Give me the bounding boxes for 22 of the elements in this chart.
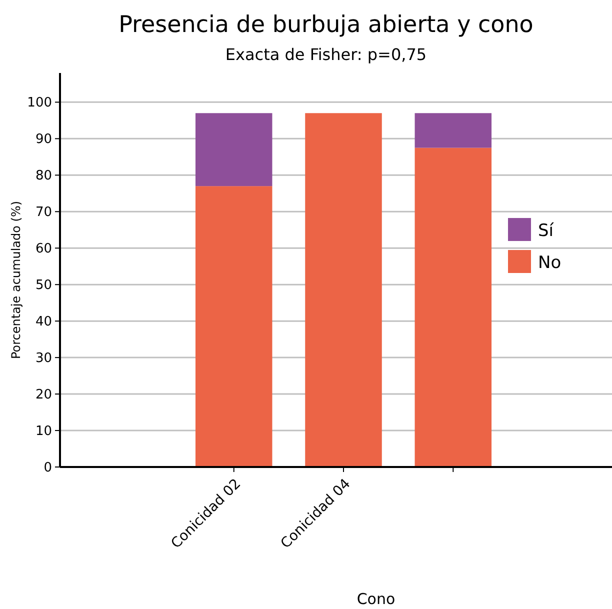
y-tick-label: 40	[35, 314, 52, 330]
y-tick-label: 60	[35, 242, 52, 257]
legend-label: No	[538, 252, 562, 273]
y-tick-label: 90	[35, 132, 52, 148]
bar	[414, 148, 492, 467]
chart-subtitle: Exacta de Fisher: p=0,75	[225, 45, 427, 64]
y-tick-label: 0	[44, 460, 52, 476]
y-axis-title: Porcentaje acumulado (%)	[9, 200, 23, 360]
y-tick-label: 10	[35, 424, 52, 440]
chart-title: Presencia de burbuja abierta y cono	[118, 12, 534, 38]
y-tick-label: 30	[35, 351, 52, 366]
bar	[414, 113, 492, 148]
y-tick-label: 80	[35, 168, 52, 184]
legend-label: Sí	[538, 220, 555, 241]
y-tick-label: 20	[35, 388, 52, 403]
bar	[305, 113, 382, 467]
y-tick-label: 100	[27, 96, 52, 111]
bar	[195, 113, 272, 186]
y-tick-label: 70	[35, 205, 52, 220]
x-axis-title: Cono	[356, 590, 396, 608]
y-tick-label: 50	[35, 278, 52, 294]
bar	[195, 186, 272, 467]
